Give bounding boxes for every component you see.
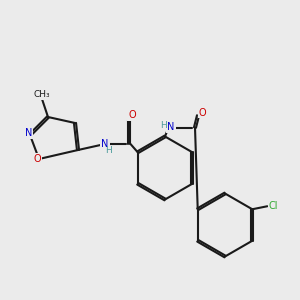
Text: N: N <box>25 128 32 139</box>
Text: O: O <box>34 154 41 164</box>
Text: H: H <box>160 122 167 130</box>
Text: O: O <box>199 107 206 118</box>
Text: O: O <box>128 110 136 121</box>
Text: N: N <box>167 122 175 133</box>
Text: CH₃: CH₃ <box>34 90 50 99</box>
Text: H: H <box>105 146 111 155</box>
Text: N: N <box>101 139 109 149</box>
Text: Cl: Cl <box>268 201 278 211</box>
